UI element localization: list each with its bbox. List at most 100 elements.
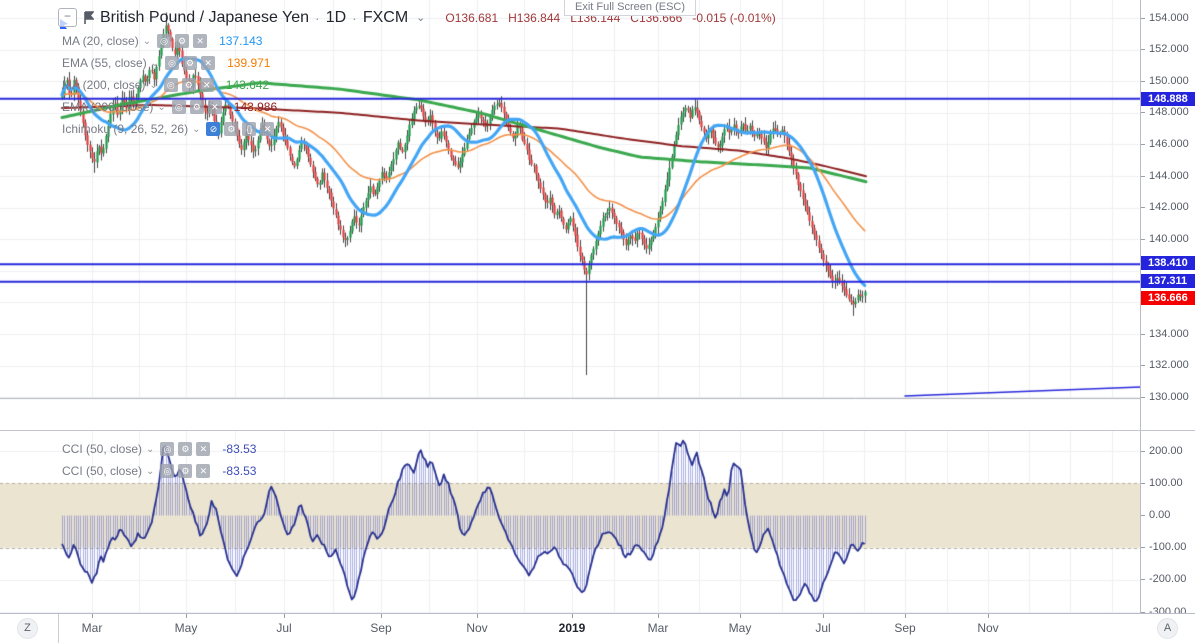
chevron-down-icon[interactable]: ⌄: [150, 57, 160, 69]
price-axis[interactable]: 148.888 138.410 137.311 136.666 154.000 1…: [1140, 0, 1195, 618]
legend-ma20[interactable]: MA (20, close) ⌄ ◎ ⚙ ✕ 137.143: [62, 33, 262, 49]
chevron-down-icon[interactable]: ⌄: [142, 35, 152, 47]
chevron-down-icon[interactable]: ⌄: [192, 123, 201, 135]
price-line-tag: 148.888: [1141, 92, 1195, 106]
tick-mark: [1141, 207, 1145, 209]
tick-mark: [1141, 450, 1145, 452]
legend-label: EMA (55, close): [62, 56, 147, 70]
close-icon[interactable]: ✕: [196, 464, 211, 478]
close-icon[interactable]: ✕: [201, 56, 216, 70]
settings-icon[interactable]: ⚙: [178, 464, 193, 478]
chevron-down-icon[interactable]: ⌄: [146, 443, 155, 455]
auto-scale-button[interactable]: A: [1157, 618, 1178, 639]
hide-icon[interactable]: ◎: [171, 100, 186, 114]
price-line-tag: 137.311: [1141, 274, 1195, 288]
exit-fullscreen-toast: Exit Full Screen (ESC): [563, 0, 697, 16]
legend-value: 143.642: [225, 78, 270, 92]
tick-mark: [1141, 238, 1145, 240]
chevron-down-icon[interactable]: ⌄: [146, 465, 155, 477]
close-icon[interactable]: ✕: [196, 442, 211, 456]
exchange-label[interactable]: FXCM: [362, 8, 409, 26]
legend-ema55[interactable]: EMA (55, close) ⌄ ◎ ⚙ ✕ 139.971: [62, 55, 270, 71]
tick-mark: [904, 614, 906, 618]
legend-value: -83.53: [222, 442, 257, 456]
interval-label[interactable]: 1D: [325, 8, 347, 26]
price-line-tag: 138.410: [1141, 256, 1195, 270]
settings-icon[interactable]: ⚙: [178, 442, 193, 456]
settings-icon[interactable]: ⚙: [175, 34, 190, 48]
legend-label: MA (200, close): [62, 78, 146, 92]
tick-mark: [1141, 365, 1145, 367]
time-tick-label: May: [174, 621, 198, 635]
tick-mark: [283, 614, 285, 618]
price-tick-label: 146.000: [1149, 137, 1189, 150]
settings-icon[interactable]: ⚙: [183, 56, 198, 70]
price-tick-label: 140.000: [1149, 232, 1189, 245]
tick-mark: [1141, 611, 1145, 613]
cci-tick-label: 100.00: [1149, 476, 1183, 489]
cci-tick-label: 0.00: [1149, 509, 1171, 521]
time-tick-label: Nov: [466, 621, 488, 635]
axis-divider: [58, 614, 59, 643]
tick-mark: [185, 614, 187, 618]
collapse-pane-button[interactable]: −: [58, 8, 77, 27]
legend-label: EMA (200, close): [62, 100, 154, 114]
price-tick-label: 132.000: [1149, 359, 1189, 372]
close-icon[interactable]: ✕: [193, 34, 208, 48]
chevron-down-icon[interactable]: ⌄: [416, 12, 426, 24]
tick-mark: [1141, 17, 1145, 19]
legend-label: MA (20, close): [62, 34, 139, 48]
separator-dot: ·: [315, 9, 320, 26]
settings-icon[interactable]: ⚙: [224, 122, 239, 136]
tick-mark: [739, 614, 741, 618]
source-code-icon[interactable]: {}: [242, 122, 257, 136]
tick-mark: [476, 614, 478, 618]
time-axis[interactable]: Mar May Jul Sep Nov 2019 Mar May Jul Sep Nov: [0, 613, 1195, 643]
close-icon[interactable]: ✕: [260, 122, 275, 136]
legend-label: CCI (50, close): [62, 442, 143, 456]
legend-label: CCI (50, close): [62, 464, 143, 478]
settings-icon[interactable]: ⚙: [181, 78, 196, 92]
flag-icon[interactable]: [83, 10, 94, 25]
time-tick-label: Mar: [81, 621, 103, 635]
hidden-indicator-icon[interactable]: ⊘: [206, 122, 221, 136]
high-label: H: [508, 10, 517, 25]
legend-cci-1[interactable]: CCI (50, close) ⌄ ◎ ⚙ ✕ -83.53: [62, 441, 256, 457]
tick-mark: [380, 614, 382, 618]
close-icon[interactable]: ✕: [199, 78, 214, 92]
legend-label: Ichimoku (9, 26, 52, 26): [62, 122, 189, 136]
timezone-button[interactable]: Z: [17, 618, 38, 639]
settings-icon[interactable]: ⚙: [189, 100, 204, 114]
legend-ichimoku[interactable]: Ichimoku (9, 26, 52, 26) ⌄ ⊘ ⚙ {} ✕: [62, 121, 275, 137]
tick-mark: [1141, 482, 1145, 484]
price-tick-label: 152.000: [1149, 43, 1189, 56]
close-icon[interactable]: ✕: [207, 100, 222, 114]
time-tick-label: Nov: [977, 621, 999, 635]
tick-mark: [1141, 547, 1145, 549]
tick-mark: [822, 614, 824, 618]
hide-icon[interactable]: ◎: [160, 442, 175, 456]
hide-icon[interactable]: ◎: [157, 34, 172, 48]
tick-mark: [1141, 112, 1145, 114]
legend-cci-2[interactable]: CCI (50, close) ⌄ ◎ ⚙ ✕ -83.53: [62, 463, 256, 479]
legend-ma200[interactable]: MA (200, close) ⌄ ◎ ⚙ ✕ 143.642: [62, 77, 269, 93]
tick-mark: [1141, 143, 1145, 145]
time-tick-label: Sep: [894, 621, 916, 635]
legend-value: -83.53: [222, 464, 257, 478]
chevron-down-icon[interactable]: ⌄: [149, 79, 158, 91]
hide-icon[interactable]: ◎: [165, 56, 180, 70]
legend-value: 137.143: [219, 34, 263, 48]
legend-ema200[interactable]: EMA (200, close) ⌄ ◎ ⚙ ✕ 143.986: [62, 99, 277, 115]
chevron-down-icon[interactable]: ⌄: [157, 101, 166, 113]
price-tick-label: 144.000: [1149, 169, 1189, 182]
pane-separator[interactable]: [0, 430, 1195, 431]
hide-icon[interactable]: ◎: [163, 78, 178, 92]
cci-tick-label: 200.00: [1149, 444, 1183, 457]
low-label: L: [570, 10, 577, 25]
cci-tick-label: -100.00: [1149, 541, 1187, 554]
separator-dot: ·: [352, 9, 357, 26]
price-tick-label: 150.000: [1149, 74, 1189, 87]
hide-icon[interactable]: ◎: [160, 464, 175, 478]
tick-mark: [657, 614, 659, 618]
symbol-name[interactable]: British Pound / Japanese Yen: [100, 8, 310, 26]
